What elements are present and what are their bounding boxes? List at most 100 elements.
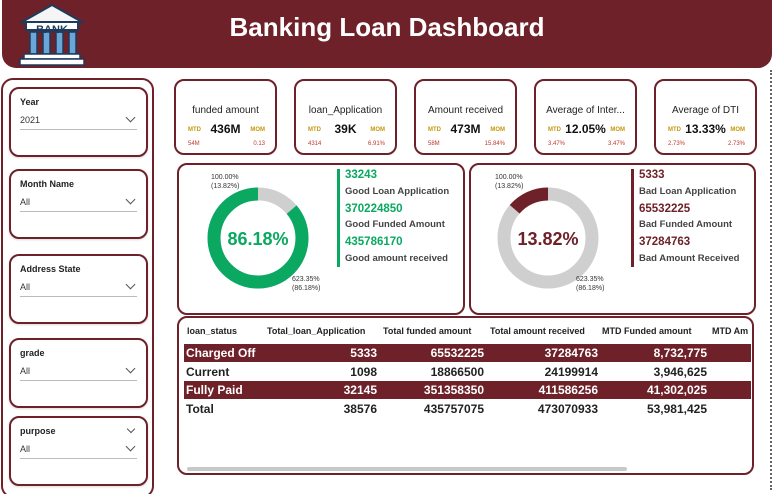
bank-logo-text: BANK xyxy=(36,24,68,36)
cell-mtd-funded: 41,302,025 xyxy=(646,383,707,397)
kpi-title: Average of Inter... xyxy=(546,105,625,116)
good-loan-applications-label: Good Loan Application xyxy=(345,186,450,197)
bad-loan-donut: 13.82% xyxy=(497,187,599,289)
cell-status: Total xyxy=(186,402,214,416)
slicer-address-state[interactable]: Address State All xyxy=(9,254,148,324)
donut-bottom-percent: (86.18%) xyxy=(292,285,321,292)
column-header[interactable]: Total funded amount xyxy=(383,326,472,336)
slicer-year[interactable]: Year 2021 xyxy=(9,87,148,157)
slicer-value[interactable]: All xyxy=(20,444,31,454)
bad-amount-received: 37284763 xyxy=(639,236,691,248)
bad-loan-applications-label: Bad Loan Application xyxy=(639,186,737,197)
donut-bottom-percent: (86.18%) xyxy=(576,285,605,292)
slicer-label: Month Name xyxy=(20,179,74,189)
loan-status-table[interactable]: loan_status Total_loan_Application Total… xyxy=(177,316,754,475)
kpi-value: 12.05% xyxy=(565,122,606,136)
slicer-value[interactable]: All xyxy=(20,282,31,292)
column-header[interactable]: Total_loan_Application xyxy=(267,326,366,336)
bad-amount-received-label: Bad Amount Received xyxy=(639,253,740,264)
cell-received: 411586256 xyxy=(538,383,598,397)
kpi-mtd-value: 58M xyxy=(428,141,440,147)
bad-loan-card: 13.82% 100.00% (13.82%) 623.35% (86.18%)… xyxy=(469,163,756,315)
kpi-mtd-value: 54M xyxy=(188,141,200,147)
slicer-underline xyxy=(20,458,137,459)
cell-received: 37284763 xyxy=(544,346,598,360)
bad-loan-applications: 5333 xyxy=(639,169,665,181)
kpi-mom-value: 2.73% xyxy=(727,141,745,147)
table-header-row: loan_status Total_loan_Application Total… xyxy=(184,322,751,340)
donut-top-label: 100.00% (13.82%) xyxy=(211,173,239,191)
kpi-mom-label: MOM xyxy=(250,127,265,133)
cell-status: Current xyxy=(186,365,230,379)
cell-received: 473070933 xyxy=(537,402,598,416)
kpi-value: 39K xyxy=(334,122,357,136)
filter-panel: Year 2021 Month Name All Address State A… xyxy=(1,78,154,494)
kpi-title: funded amount xyxy=(192,105,259,116)
kpi-mtd-value: 4314 xyxy=(308,141,322,147)
slicer-label: Year xyxy=(20,97,40,107)
kpi-card-average-interest: Average of Inter... MTD 12.05% MOM 3.47%… xyxy=(534,79,637,155)
kpi-value: 436M xyxy=(210,122,241,136)
table-row[interactable]: Fully Paid 32145 351358350 411586256 41,… xyxy=(184,381,751,399)
bad-stats-accent-bar xyxy=(631,169,634,267)
chevron-down-icon[interactable] xyxy=(125,363,136,374)
chevron-down-icon[interactable] xyxy=(125,279,136,290)
slicer-value[interactable]: 2021 xyxy=(20,115,41,125)
table-row[interactable]: Current 1098 18866500 24199914 3,946,625 xyxy=(184,363,751,381)
bad-funded-amount: 65532225 xyxy=(639,203,691,215)
header-banner: BANK Banking Loan Dashboard xyxy=(2,0,772,68)
bad-loan-percent: 13.82% xyxy=(517,229,578,249)
column-header[interactable]: Total amount received xyxy=(490,326,585,336)
kpi-mtd-label: MTD xyxy=(308,127,321,133)
kpi-mom-label: MOM xyxy=(730,127,745,133)
kpi-mtd-label: MTD xyxy=(548,127,561,133)
kpi-mtd-label: MTD xyxy=(428,127,441,133)
cell-applications: 5333 xyxy=(350,346,377,360)
good-funded-amount-label: Good Funded Amount xyxy=(345,219,445,230)
horizontal-scrollbar[interactable] xyxy=(187,467,627,471)
kpi-title: Average of DTI xyxy=(671,105,740,116)
slicer-value[interactable]: All xyxy=(20,366,31,376)
slicer-purpose[interactable]: purpose All xyxy=(9,416,148,486)
chevron-down-icon[interactable] xyxy=(125,112,136,123)
kpi-mtd-label: MTD xyxy=(188,127,201,133)
donut-top-value: 100.00% xyxy=(495,174,523,181)
good-loan-applications: 33243 xyxy=(345,169,377,181)
donut-segment-good xyxy=(207,187,309,289)
kpi-value: 473M xyxy=(450,122,481,136)
chevron-down-icon[interactable] xyxy=(126,424,136,434)
kpi-mtd-value: 2.73% xyxy=(668,141,686,147)
chevron-down-icon[interactable] xyxy=(125,441,136,452)
donut-top-value: 100.00% xyxy=(211,174,239,181)
cell-mtd-funded: 53,981,425 xyxy=(646,402,707,416)
bad-funded-amount-label: Bad Funded Amount xyxy=(639,219,733,230)
donut-top-label: 100.00% (13.82%) xyxy=(495,173,523,191)
kpi-mtd-label: MTD xyxy=(668,127,681,133)
column-header[interactable]: MTD Am xyxy=(712,326,749,336)
cell-funded: 18866500 xyxy=(430,365,484,379)
good-loan-percent: 86.18% xyxy=(227,229,288,249)
slicer-value[interactable]: All xyxy=(20,197,31,207)
donut-top-percent: (13.82%) xyxy=(495,183,524,190)
column-header[interactable]: loan_status xyxy=(187,326,238,336)
good-stats-accent-bar xyxy=(337,169,340,267)
table-total-row: Total 38576 435757075 473070933 53,981,4… xyxy=(184,400,751,418)
donut-segment-bad xyxy=(497,187,599,289)
cell-applications: 38576 xyxy=(343,402,377,416)
donut-bottom-label: 623.35% (86.18%) xyxy=(576,275,604,293)
kpi-value: 13.33% xyxy=(685,122,726,136)
chevron-down-icon[interactable] xyxy=(125,194,136,205)
slicer-underline xyxy=(20,211,137,212)
slicer-grade[interactable]: grade All xyxy=(9,338,148,408)
column-header[interactable]: MTD Funded amount xyxy=(602,326,692,336)
cell-applications: 32145 xyxy=(343,383,377,397)
good-loan-donut: 86.18% xyxy=(207,187,309,289)
kpi-mtd-value: 3.47% xyxy=(548,141,566,147)
slicer-underline xyxy=(20,380,137,381)
table-row[interactable]: Charged Off 5333 65532225 37284763 8,732… xyxy=(184,344,751,362)
slicer-month-name[interactable]: Month Name All xyxy=(9,169,148,239)
page-title: Banking Loan Dashboard xyxy=(229,12,545,42)
donut-bottom-label: 623.35% (86.18%) xyxy=(292,275,320,293)
cell-funded: 435757075 xyxy=(423,402,484,416)
kpi-mom-label: MOM xyxy=(370,127,385,133)
